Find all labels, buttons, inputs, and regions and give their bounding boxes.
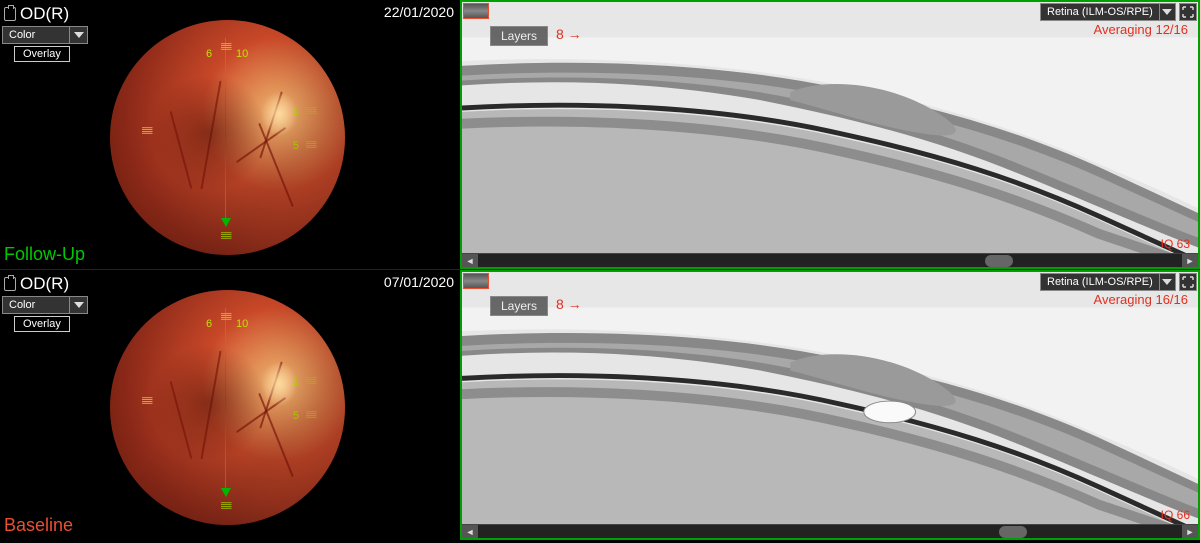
clipboard-icon [4, 277, 16, 291]
chevron-down-icon [69, 27, 87, 43]
scan-row: OD(R) 07/01/2020 Color Overlay |||| ||||… [0, 270, 1200, 540]
thumb-strip [462, 272, 490, 290]
scan-type-label: Baseline [4, 515, 73, 536]
overlay-button[interactable]: Overlay [14, 316, 70, 332]
oct-thumbnail[interactable] [463, 273, 489, 289]
layers-button[interactable]: Layers [490, 296, 548, 316]
layers-button[interactable]: Layers [490, 26, 548, 46]
overlay-button[interactable]: Overlay [14, 46, 70, 62]
expand-button[interactable] [1179, 3, 1197, 21]
oct-scrollbar[interactable]: ◄ ► [462, 524, 1198, 538]
retina-mode-label: Retina (ILM-OS/RPE) [1041, 276, 1159, 288]
scroll-track[interactable] [478, 525, 1182, 538]
fundus-panel: OD(R) 22/01/2020 Color Overlay |||| ||||… [0, 0, 460, 269]
eye-text: OD(R) [20, 4, 69, 24]
oct-panel: Retina (ILM-OS/RPE) Layers 8 → Averaging… [460, 270, 1200, 540]
scan-type-label: Follow-Up [4, 244, 85, 265]
color-mode-label: Color [3, 299, 69, 311]
oct-panel: Retina (ILM-OS/RPE) Layers 8 → Averaging… [460, 0, 1200, 269]
retina-mode-label: Retina (ILM-OS/RPE) [1041, 6, 1159, 18]
eye-label: OD(R) [4, 274, 69, 294]
color-mode-dropdown[interactable]: Color [2, 26, 88, 44]
scroll-right-button[interactable]: ► [1182, 254, 1198, 268]
scroll-right-button[interactable]: ► [1182, 525, 1198, 539]
scroll-thumb[interactable] [999, 526, 1027, 538]
thumb-strip [462, 2, 490, 20]
scan-date: 07/01/2020 [384, 274, 454, 290]
fundus-image[interactable]: |||| |||| |||| |||| |||| 6 10 1 5 [110, 20, 345, 255]
averaging-label: Averaging 16/16 [1094, 292, 1188, 307]
clipboard-icon [4, 7, 16, 21]
scroll-left-button[interactable]: ◄ [462, 254, 478, 268]
color-mode-label: Color [3, 29, 69, 41]
expand-button[interactable] [1179, 273, 1197, 291]
chevron-down-icon [69, 297, 87, 313]
scan-row: OD(R) 22/01/2020 Color Overlay |||| ||||… [0, 0, 1200, 270]
slice-number: 8 → [556, 26, 582, 42]
color-mode-dropdown[interactable]: Color [2, 296, 88, 314]
scan-date: 22/01/2020 [384, 4, 454, 20]
retina-mode-dropdown[interactable]: Retina (ILM-OS/RPE) [1040, 273, 1176, 291]
chevron-down-icon [1159, 274, 1175, 290]
fundus-panel: OD(R) 07/01/2020 Color Overlay |||| ||||… [0, 270, 460, 540]
scroll-track[interactable] [478, 254, 1182, 267]
retina-mode-dropdown[interactable]: Retina (ILM-OS/RPE) [1040, 3, 1176, 21]
oct-thumbnail[interactable] [463, 3, 489, 19]
eye-text: OD(R) [20, 274, 69, 294]
eye-label: OD(R) [4, 4, 69, 24]
chevron-down-icon [1159, 4, 1175, 20]
slice-number: 8 → [556, 296, 582, 312]
scroll-thumb[interactable] [985, 255, 1013, 267]
fundus-image[interactable]: |||| |||| |||| |||| |||| 6 10 1 5 [110, 290, 345, 525]
iq-label: IQ 63 [1161, 237, 1190, 251]
iq-label: IQ 66 [1161, 508, 1190, 522]
scroll-left-button[interactable]: ◄ [462, 525, 478, 539]
oct-scrollbar[interactable]: ◄ ► [462, 253, 1198, 267]
averaging-label: Averaging 12/16 [1094, 22, 1188, 37]
